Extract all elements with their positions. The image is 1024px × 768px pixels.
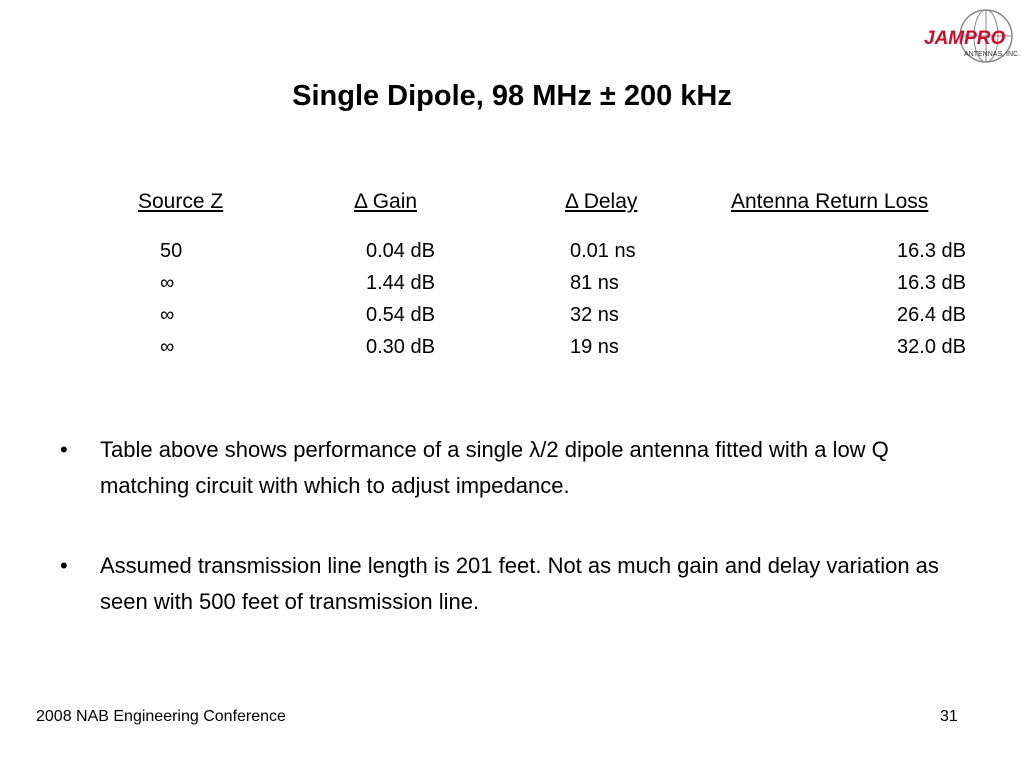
table-cell: 19 ns xyxy=(570,336,619,358)
bullet-text: Assumed transmission line length is 201 … xyxy=(100,553,939,614)
logo: JAMPRO ANTENNAS, INC. xyxy=(924,9,1020,63)
table-cell: 81 ns xyxy=(570,272,619,294)
table-cell: 0.01 ns xyxy=(570,240,636,262)
table-cell: 0.30 dB xyxy=(366,336,435,358)
bullet: • Table above shows performance of a sing… xyxy=(60,432,980,504)
footer-left: 2008 NAB Engineering Conference xyxy=(36,708,286,725)
table-cell: 16.3 dB xyxy=(897,272,966,294)
table-cell: 50 xyxy=(160,240,183,262)
column-header: Antenna Return Loss xyxy=(731,190,929,213)
bullet-dot: • xyxy=(60,437,68,462)
bullet-text: Table above shows performance of a singl… xyxy=(100,437,889,498)
table-cell: ∞ xyxy=(160,272,175,294)
title: Single Dipole, 98 MHz ± 200 kHz xyxy=(292,80,732,112)
table-cell: ∞ xyxy=(160,336,175,358)
column-header: Δ Gain xyxy=(354,190,418,213)
table-cell: ∞ xyxy=(160,304,175,326)
table-cell: 32 ns xyxy=(570,304,619,326)
column-header: Source Z xyxy=(138,190,224,213)
table-cell: 32.0 dB xyxy=(897,336,966,358)
bullet: • Assumed transmission line length is 201… xyxy=(60,548,980,620)
table-cell: 0.54 dB xyxy=(366,304,435,326)
table-cell: 1.44 dB xyxy=(366,272,435,294)
table-cell: 16.3 dB xyxy=(897,240,966,262)
bullet-dot: • xyxy=(60,553,68,578)
column-header: Δ Delay xyxy=(565,190,638,213)
table-cell: 0.04 dB xyxy=(366,240,435,262)
logo-sub: ANTENNAS, INC. xyxy=(964,51,1020,58)
table-cell: 26.4 dB xyxy=(897,304,966,326)
logo-text: JAMPRO xyxy=(924,28,1006,49)
page-number: 31 xyxy=(940,708,958,725)
